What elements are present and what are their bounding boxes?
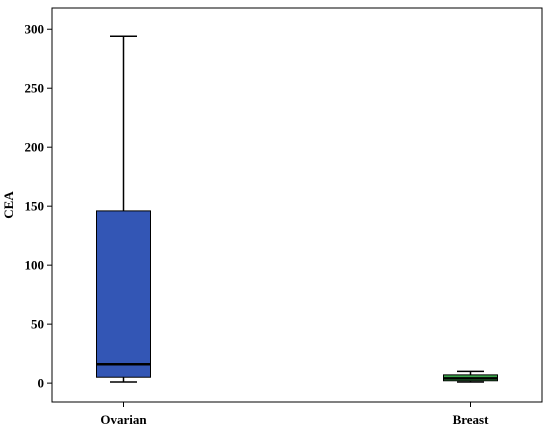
box-series (96, 35, 498, 383)
box-breast (443, 370, 498, 383)
y-tick-label: 50 (31, 317, 44, 332)
iqr-box (96, 210, 151, 378)
y-tick-label: 150 (25, 199, 45, 214)
y-tick-label: 0 (38, 376, 45, 391)
y-tick-label: 250 (25, 81, 45, 96)
y-tick-label: 300 (25, 22, 45, 37)
x-axis: Ovarian Breast (100, 402, 489, 427)
y-axis-title: CEA (1, 191, 16, 219)
y-tick-label: 100 (25, 258, 45, 273)
y-tick-label: 200 (25, 140, 45, 155)
x-tick-label: Ovarian (100, 412, 147, 427)
y-axis: 0 50 100 150 200 250 300 (25, 22, 52, 391)
box-ovarian (96, 35, 151, 383)
x-tick-label: Breast (453, 412, 490, 427)
